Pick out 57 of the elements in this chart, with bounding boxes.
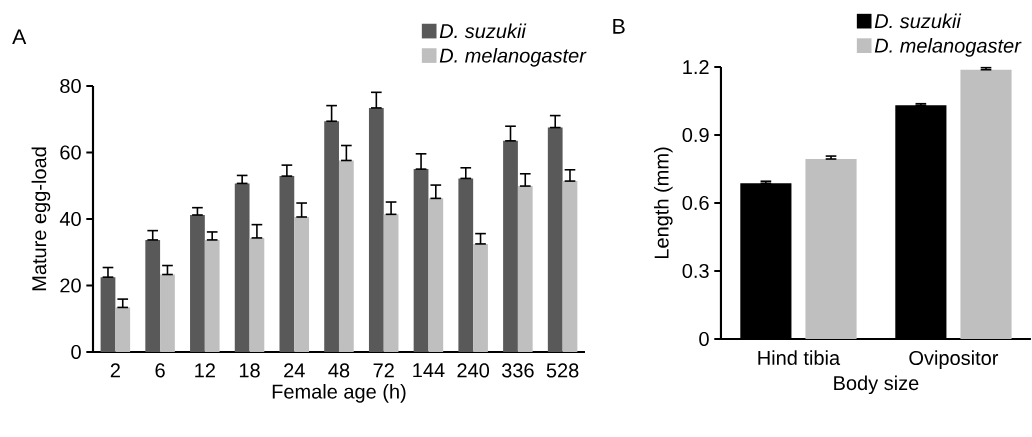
y-tick-label: 60	[60, 145, 81, 160]
y-tick-label: 0	[71, 344, 81, 360]
y-axis-title: Mature egg-load	[31, 147, 51, 291]
legend-label: D. suzukii	[439, 23, 527, 39]
bar	[547, 127, 563, 352]
y-tick-label: 40	[59, 211, 81, 227]
y-tick-label: 0.6	[682, 195, 709, 211]
bar	[960, 69, 1012, 339]
y-axis-title: Length (mm)	[653, 147, 673, 259]
legend-label: D. suzukii	[874, 13, 962, 29]
legend-label: D. melanogaster	[439, 48, 587, 67]
x-tick-label: 336	[501, 363, 534, 378]
x-tick-label: Ovipositor	[909, 350, 999, 369]
x-tick-label: 2	[110, 363, 120, 378]
bar	[160, 274, 175, 352]
bar	[324, 121, 339, 352]
x-tick-label: 18	[239, 363, 260, 378]
bar	[562, 181, 578, 352]
y-tick-label: 80	[60, 78, 81, 94]
y-tick-label: 1.2	[683, 60, 709, 74]
x-tick-label: 144	[413, 363, 445, 378]
y-tick-label: 0.9	[682, 127, 709, 143]
legend-label: D. melanogaster	[874, 38, 1022, 57]
bar	[204, 239, 220, 352]
x-tick-label: 240	[457, 363, 490, 378]
x-axis-title: Body size	[834, 375, 919, 395]
x-tick-label: 528	[546, 363, 579, 378]
y-tick-label: 20	[60, 278, 81, 293]
bar	[473, 243, 488, 352]
bar	[428, 198, 444, 352]
bar	[383, 214, 399, 352]
bar	[115, 307, 131, 352]
x-axis-title: Female age (h)	[272, 384, 406, 403]
bar	[517, 186, 533, 352]
x-tick-label: 6	[155, 363, 165, 378]
x-tick-label: 12	[195, 363, 215, 378]
bar	[234, 183, 250, 352]
bar	[368, 107, 384, 352]
chart-title: B	[613, 19, 625, 34]
x-tick-label: 24	[284, 363, 305, 378]
bar	[279, 176, 295, 352]
chart-title: A	[12, 29, 27, 45]
bar	[458, 178, 474, 352]
bar	[190, 215, 205, 352]
x-tick-label: 72	[373, 363, 394, 378]
y-tick-label: 0.3	[682, 263, 709, 279]
x-tick-label: Hind tibia	[758, 350, 841, 366]
bar	[249, 237, 265, 352]
y-tick-label: 0	[699, 331, 709, 347]
bar	[145, 239, 161, 352]
bar	[294, 217, 310, 352]
bar	[100, 277, 116, 352]
bar	[413, 169, 429, 352]
bar	[503, 140, 518, 352]
bar	[338, 160, 354, 352]
x-tick-label: 48	[328, 363, 350, 378]
bar	[805, 159, 857, 339]
